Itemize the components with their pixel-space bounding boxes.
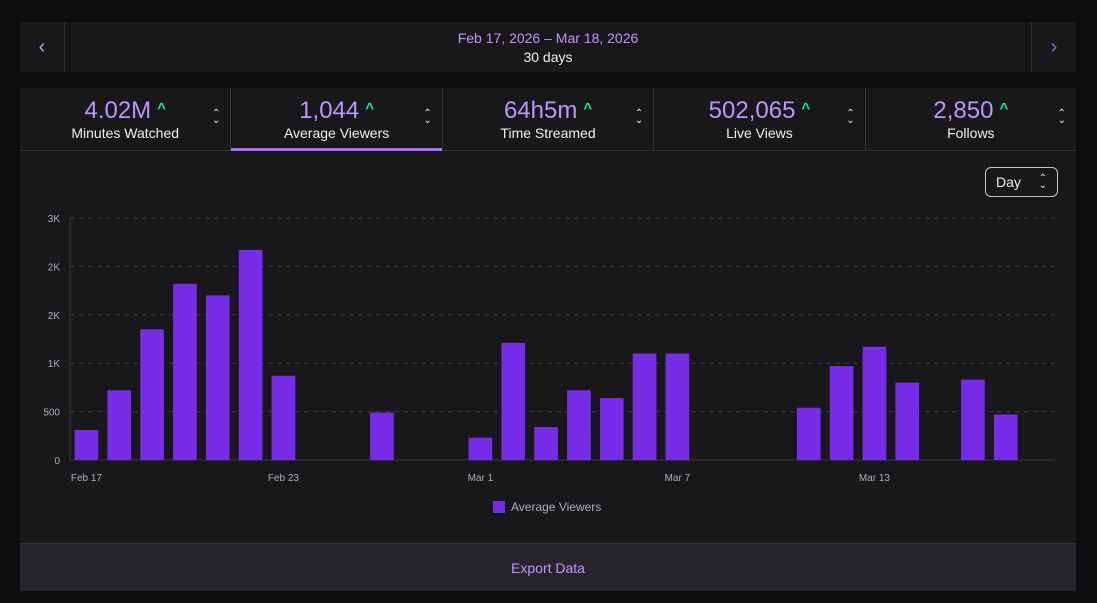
chevron-right-icon: › xyxy=(1050,35,1058,58)
y-tick-label: 500 xyxy=(43,408,60,419)
bar xyxy=(173,283,197,460)
x-tick-label: Feb 17 xyxy=(71,473,103,484)
tab-value: 64h5m xyxy=(503,96,578,124)
tab-label: Live Views xyxy=(726,124,793,141)
sort-icon[interactable]: ⌃ ⌄ xyxy=(846,108,855,126)
bar xyxy=(74,429,99,460)
average-viewers-chart: 0 500 1K 2K 2K 3K Feb 17 Feb 23 Mar 1 Mar 7 Mar 13… xyxy=(43,214,1055,514)
tab-label: Time Streamed xyxy=(500,124,596,141)
tab-live-views[interactable]: 502,065 ^ Live Views ⌃ ⌄ xyxy=(654,88,866,150)
y-tick-label: 1K xyxy=(48,359,61,370)
tab-label: Follows xyxy=(947,124,995,141)
bar xyxy=(895,382,920,460)
stats-panel: 4.02M ^ Minutes Watched ⌃ ⌄ 1,044 ^ Avera… xyxy=(20,88,1076,591)
x-tick-label: Mar 7 xyxy=(665,473,691,484)
sort-icon[interactable]: ⌃ ⌄ xyxy=(423,108,432,126)
sort-icon[interactable]: ⌃ ⌄ xyxy=(1057,108,1067,126)
tab-label: Minutes Watched xyxy=(71,124,180,141)
sort-icon[interactable]: ⌃ ⌄ xyxy=(212,108,221,126)
period-select-value: Day xyxy=(996,174,1021,190)
trend-up-icon: ^ xyxy=(999,100,1009,117)
date-range-display: Feb 17, 2026 – Mar 18, 2026 30 days xyxy=(65,22,1031,72)
bar xyxy=(961,379,985,460)
bar xyxy=(632,353,657,460)
bar xyxy=(862,346,887,460)
chevron-left-icon: ‹ xyxy=(38,35,46,58)
tab-follows[interactable]: 2,850 ^ Follows ⌃ ⌄ xyxy=(866,88,1076,150)
x-tick-label: Mar 1 xyxy=(468,473,494,484)
bar xyxy=(107,390,132,460)
bar xyxy=(140,329,164,460)
trend-up-icon: ^ xyxy=(583,100,593,117)
trend-up-icon: ^ xyxy=(801,100,811,117)
y-tick-label: 2K xyxy=(48,311,61,322)
bar xyxy=(271,375,296,460)
bar xyxy=(534,427,558,460)
bar xyxy=(829,366,854,460)
trend-up-icon: ^ xyxy=(157,100,166,117)
bar xyxy=(501,342,526,460)
tab-value: 502,065 xyxy=(708,96,796,124)
export-data-button[interactable]: Export Data xyxy=(20,543,1076,591)
bar xyxy=(567,390,591,460)
y-tick-label: 3K xyxy=(48,214,61,225)
bar xyxy=(238,249,263,460)
bar xyxy=(468,437,493,460)
date-range-text: Feb 17, 2026 – Mar 18, 2026 xyxy=(457,29,639,46)
bar xyxy=(205,295,230,460)
bar xyxy=(599,398,624,460)
previous-period-button[interactable]: ‹ xyxy=(20,22,65,72)
export-data-label: Export Data xyxy=(511,560,585,576)
bar xyxy=(993,414,1018,460)
tab-value: 2,850 xyxy=(933,96,994,124)
x-tick-label: Feb 23 xyxy=(268,473,300,484)
next-period-button[interactable]: › xyxy=(1031,22,1076,72)
date-range-days: 30 days xyxy=(523,48,573,65)
metric-tabs: 4.02M ^ Minutes Watched ⌃ ⌄ 1,044 ^ Avera… xyxy=(20,88,1076,151)
date-range-navigator: ‹ Feb 17, 2026 – Mar 18, 2026 30 days › xyxy=(20,22,1076,72)
bar xyxy=(370,412,394,460)
trend-up-icon: ^ xyxy=(365,100,375,117)
sort-icon[interactable]: ⌃ ⌄ xyxy=(634,108,644,126)
y-tick-label: 0 xyxy=(54,456,60,467)
legend-swatch xyxy=(493,501,505,513)
legend-label: Average Viewers xyxy=(511,500,601,514)
tab-label: Average Viewers xyxy=(283,124,390,141)
period-select[interactable]: Day ⌃ ⌄ xyxy=(985,167,1058,197)
select-arrows-icon: ⌃ ⌄ xyxy=(1038,173,1047,191)
tab-time-streamed[interactable]: 64h5m ^ Time Streamed ⌃ ⌄ xyxy=(443,88,655,150)
bar xyxy=(665,353,690,460)
tab-minutes-watched[interactable]: 4.02M ^ Minutes Watched ⌃ ⌄ xyxy=(20,88,232,150)
tab-value: 1,044 xyxy=(299,96,360,124)
tab-average-viewers[interactable]: 1,044 ^ Average Viewers ⌃ ⌄ xyxy=(231,88,443,151)
tab-value: 4.02M xyxy=(84,96,152,124)
x-tick-label: Mar 13 xyxy=(859,473,891,484)
bar xyxy=(796,407,821,460)
y-tick-label: 2K xyxy=(48,262,61,273)
